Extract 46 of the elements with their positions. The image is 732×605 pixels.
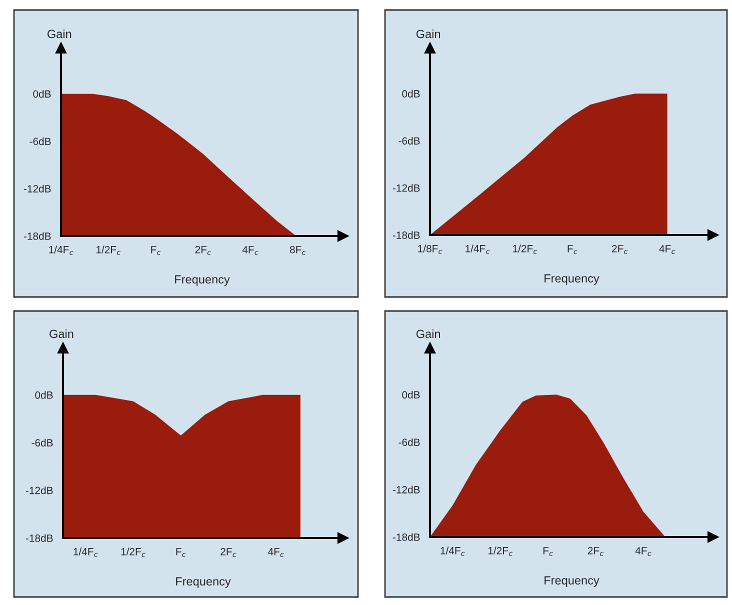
x-tick-label: 1/2F$_{c}$ xyxy=(488,546,512,556)
y-tick-label: -12dB xyxy=(24,184,51,192)
x-tick-label: 1/2F$_{c}$ xyxy=(513,244,538,254)
x-tick-label: 4F$_{c}$ xyxy=(659,245,676,254)
y-tick-label: 0dB xyxy=(33,90,51,98)
x-tick-label: F$_{c}$ xyxy=(151,246,161,256)
x-tick-label: F$_{c}$ xyxy=(543,547,553,556)
x-tick-label: F$_{c}$ xyxy=(176,548,186,558)
y-tick-label: -18dB xyxy=(24,232,51,240)
y-axis-title: Gain xyxy=(47,29,72,38)
x-tick-label: 4F$_{c}$ xyxy=(268,548,284,558)
x-axis-title: Frequency xyxy=(544,274,600,285)
y-tick-label: -18dB xyxy=(392,533,420,541)
x-tick-label: 2F$_{c}$ xyxy=(220,548,236,558)
x-tick-label: 1/4F$_{c}$ xyxy=(440,546,465,556)
x-tick-label: 2F$_{c}$ xyxy=(588,546,604,556)
y-tick-label: -12dB xyxy=(392,184,420,192)
x-tick-label: 1/4F$_{c}$ xyxy=(466,244,490,254)
y-tick-label: -6dB xyxy=(30,137,51,146)
x-tick-label: 1/4F$_{c}$ xyxy=(49,246,74,256)
y-tick-label: -6dB xyxy=(398,438,420,446)
y-tick-label: -12dB xyxy=(392,486,420,494)
x-tick-label: 1/4F$_{c}$ xyxy=(74,548,98,558)
x-tick-label: 4F$_{c}$ xyxy=(635,547,652,556)
x-tick-label: 1/8F$_{c}$ xyxy=(418,244,442,254)
x-tick-label: 1/2F$_{c}$ xyxy=(121,548,146,558)
y-tick-label: -12dB xyxy=(26,486,53,494)
x-tick-label: 8F$_{c}$ xyxy=(290,246,306,256)
y-tick-label: -6dB xyxy=(32,438,53,446)
x-axis-title: Frequency xyxy=(544,576,600,587)
x-tick-label: F$_{c}$ xyxy=(568,245,578,254)
y-tick-label: 0dB xyxy=(35,391,53,399)
x-tick-label: 2F$_{c}$ xyxy=(612,244,628,254)
x-tick-label: 4F$_{c}$ xyxy=(242,246,258,256)
x-tick-label: 1/2F$_{c}$ xyxy=(96,246,121,256)
y-tick-label: -18dB xyxy=(26,534,53,542)
x-axis-title: Frequency xyxy=(175,275,230,286)
y-axis-title: Gain xyxy=(416,30,440,38)
x-axis-title: Frequency xyxy=(176,577,231,588)
y-tick-label: -6dB xyxy=(398,136,420,145)
y-axis-title: Gain xyxy=(50,329,74,338)
y-tick-label: -18dB xyxy=(392,231,420,239)
y-tick-label: 0dB xyxy=(402,90,420,98)
y-tick-label: 0dB xyxy=(402,390,420,399)
x-tick-label: 2F$_{c}$ xyxy=(195,246,211,256)
y-axis-title: Gain xyxy=(416,329,440,338)
